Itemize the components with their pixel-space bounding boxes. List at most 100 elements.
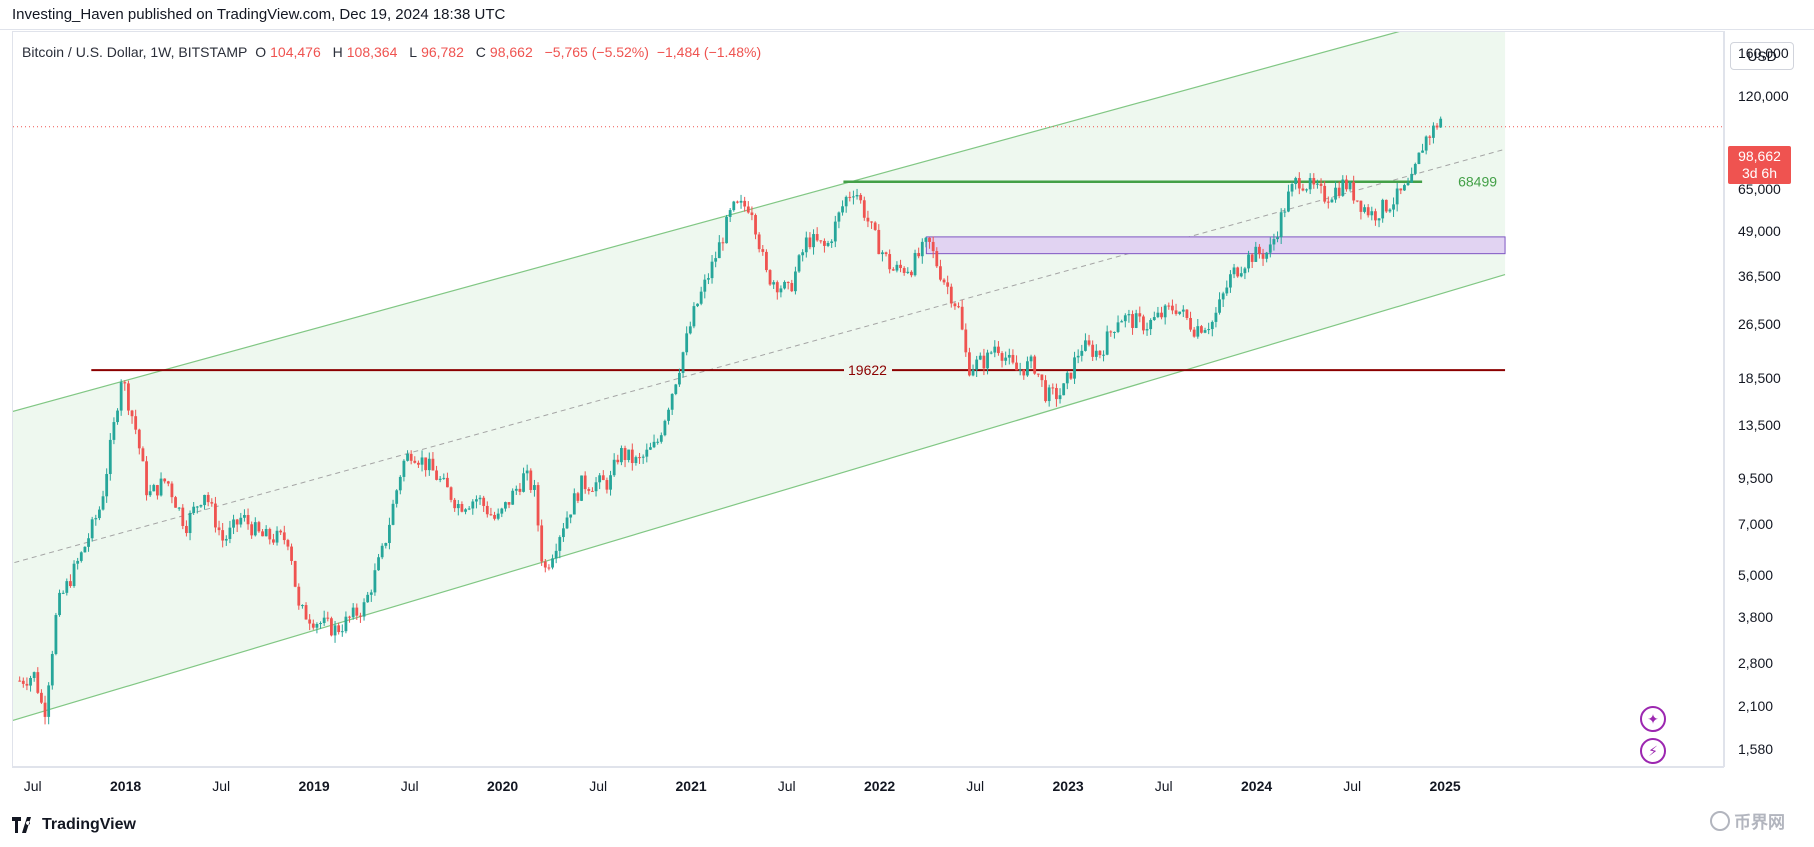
candle-body (330, 618, 333, 636)
candle-body (94, 518, 98, 520)
time-axis[interactable] (12, 767, 1724, 801)
candle-body (261, 531, 264, 537)
candle-body (90, 519, 94, 539)
price-chart[interactable]: 19622 68499 (13, 32, 1724, 767)
candle-body (678, 372, 681, 385)
candle-body (406, 453, 409, 461)
candle-body (601, 475, 605, 481)
candle-body (257, 522, 261, 532)
candle-body (105, 474, 109, 497)
candle-body (964, 329, 968, 353)
price-tick-label: 18,500 (1738, 369, 1781, 386)
candle-body (514, 488, 518, 491)
candle-body (232, 519, 235, 528)
candle-body (1283, 211, 1287, 213)
candle-body (1065, 372, 1069, 384)
candle-body (1196, 326, 1200, 337)
candle-body (1145, 329, 1149, 331)
sparkle-icon[interactable]: ✦ (1640, 706, 1666, 732)
currency-button[interactable]: USD (1730, 42, 1794, 70)
candle-body (159, 478, 163, 496)
candle-body (40, 692, 43, 703)
candle-body (1319, 183, 1323, 186)
candle-body (1015, 362, 1018, 371)
candle-body (456, 503, 460, 509)
candle-body (1167, 305, 1171, 307)
candle-body (1287, 191, 1290, 212)
last-price-tag: 98,662 3d 6h (1728, 146, 1791, 184)
candle-body (511, 490, 515, 505)
candle-body (743, 200, 747, 207)
chart-pane[interactable]: 19622 68499 (12, 31, 1724, 767)
candle-body (1247, 254, 1250, 269)
candle-body (304, 605, 308, 620)
price-tick-label: 3,800 (1738, 608, 1774, 625)
candle-body (1341, 179, 1345, 196)
candle-body (1011, 354, 1015, 363)
candle-body (301, 605, 304, 607)
candle-body (489, 514, 493, 516)
lightning-icon[interactable]: ⚡ (1640, 738, 1666, 764)
candle-body (446, 477, 449, 488)
candle-body (297, 586, 301, 606)
candle-body (1062, 383, 1066, 396)
candle-body (569, 514, 573, 518)
candle-body (536, 485, 540, 526)
candle-body (195, 506, 199, 508)
candle-body (634, 457, 638, 464)
candle-body (359, 615, 362, 617)
time-tick-label: Jul (400, 778, 419, 794)
candle-body (924, 237, 928, 242)
candle-body (250, 524, 254, 536)
candle-body (420, 457, 424, 465)
candle-body (1301, 188, 1305, 191)
horizontal-line-label-bg-19622 (844, 361, 892, 380)
candle-body (674, 384, 678, 394)
candle-body (576, 493, 580, 501)
candle-body (1131, 314, 1134, 328)
price-axis[interactable] (1724, 31, 1814, 767)
candle-body (554, 550, 558, 559)
candle-body (870, 221, 873, 223)
candle-body (1399, 188, 1403, 191)
tradingview-logo[interactable]: TradingView (12, 812, 136, 838)
candle-body (1189, 317, 1192, 330)
candle-body (1239, 273, 1243, 277)
candle-body (609, 475, 612, 490)
candle-body (1156, 312, 1160, 318)
candle-body (558, 537, 562, 551)
candle-body (275, 530, 279, 543)
high-value: 108,364 (346, 44, 398, 60)
candle-body (721, 242, 725, 244)
candle-body (1261, 254, 1265, 259)
candle-body (699, 291, 703, 304)
candle-body (815, 234, 819, 241)
resistance-zone (925, 236, 1506, 255)
candle-body (591, 490, 594, 492)
candle-body (1004, 357, 1008, 361)
last-price-value: 98,662 (1738, 148, 1781, 164)
candle-body (757, 234, 761, 250)
candle-body (1355, 200, 1359, 202)
candle-body (1229, 274, 1232, 288)
candle-body (1192, 329, 1196, 337)
candle-body (547, 567, 551, 569)
candle-body (1185, 309, 1189, 318)
candle-body (960, 306, 964, 330)
candle-body (739, 200, 743, 203)
time-tick-label: Jul (777, 778, 796, 794)
candle-body (913, 252, 917, 276)
candle-body (156, 485, 159, 496)
candle-body (319, 623, 322, 625)
candle-body (203, 494, 206, 506)
candle-body (21, 680, 25, 684)
candle-body (504, 502, 507, 509)
candle-body (797, 255, 801, 272)
price-tick-label: 5,000 (1738, 567, 1774, 584)
candle-body (1388, 209, 1392, 212)
change-value: −5,765 (−5.52%) (544, 44, 649, 60)
candle-body (1026, 361, 1029, 376)
candle-body (1316, 183, 1319, 185)
candle-body (986, 352, 989, 369)
candle-body (101, 496, 105, 510)
